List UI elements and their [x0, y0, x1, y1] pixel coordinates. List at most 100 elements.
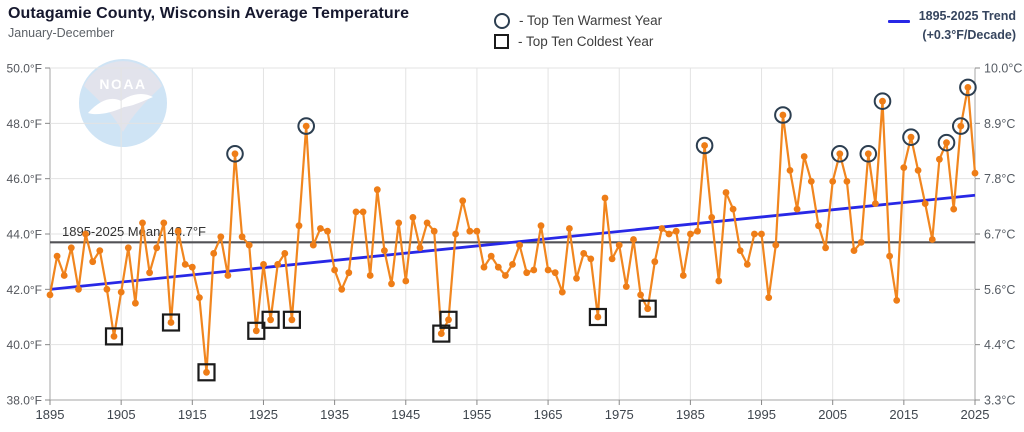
data-point[interactable] — [608, 255, 616, 263]
data-point[interactable] — [715, 277, 723, 285]
data-point[interactable] — [594, 313, 602, 321]
data-point[interactable] — [850, 247, 858, 255]
data-point[interactable] — [936, 155, 943, 163]
data-point[interactable] — [459, 197, 467, 205]
data-point[interactable] — [530, 266, 538, 274]
data-point[interactable] — [694, 227, 701, 235]
data-point[interactable] — [245, 241, 253, 249]
data-point[interactable] — [281, 250, 289, 257]
data-point[interactable] — [238, 233, 246, 241]
data-point[interactable] — [288, 316, 296, 324]
data-point[interactable] — [687, 230, 694, 238]
data-point[interactable] — [864, 150, 872, 158]
data-point[interactable] — [558, 288, 566, 296]
data-point[interactable] — [203, 368, 210, 376]
data-point[interactable] — [551, 269, 559, 277]
data-point[interactable] — [302, 122, 310, 130]
data-point[interactable] — [900, 164, 908, 172]
data-point[interactable] — [779, 111, 787, 119]
data-point[interactable] — [957, 122, 965, 130]
data-point[interactable] — [807, 178, 815, 185]
data-point[interactable] — [494, 263, 502, 271]
data-point[interactable] — [132, 299, 139, 307]
data-point[interactable] — [736, 247, 744, 255]
data-point[interactable] — [914, 167, 922, 174]
data-point[interactable] — [772, 241, 780, 249]
data-point[interactable] — [751, 230, 758, 238]
data-point[interactable] — [928, 236, 936, 243]
data-point[interactable] — [89, 258, 97, 266]
data-point[interactable] — [395, 219, 403, 227]
data-point[interactable] — [566, 225, 573, 232]
data-point[interactable] — [274, 261, 282, 268]
data-point[interactable] — [644, 305, 652, 313]
data-point[interactable] — [96, 247, 104, 255]
data-point[interactable] — [160, 219, 168, 227]
data-point[interactable] — [267, 316, 274, 324]
data-point[interactable] — [60, 272, 68, 279]
data-point[interactable] — [445, 316, 452, 324]
data-point[interactable] — [537, 222, 545, 230]
data-point[interactable] — [381, 247, 388, 255]
data-point[interactable] — [324, 227, 331, 235]
data-point[interactable] — [758, 230, 765, 238]
data-point[interactable] — [722, 189, 730, 196]
data-point[interactable] — [252, 327, 260, 335]
data-point[interactable] — [452, 230, 459, 238]
data-point[interactable] — [523, 269, 531, 277]
data-point[interactable] — [637, 291, 644, 299]
data-point[interactable] — [217, 233, 225, 241]
data-point[interactable] — [466, 227, 474, 235]
data-point[interactable] — [331, 266, 338, 274]
data-point[interactable] — [388, 280, 395, 288]
data-point[interactable] — [544, 266, 552, 274]
data-point[interactable] — [124, 244, 132, 252]
data-point[interactable] — [295, 222, 303, 230]
data-point[interactable] — [630, 236, 637, 243]
data-point[interactable] — [317, 225, 324, 232]
data-point[interactable] — [786, 167, 794, 174]
data-point[interactable] — [46, 291, 54, 299]
data-point[interactable] — [729, 205, 737, 213]
data-point[interactable] — [366, 272, 374, 279]
data-point[interactable] — [587, 255, 595, 263]
data-point[interactable] — [701, 142, 708, 149]
data-point[interactable] — [139, 219, 146, 227]
data-point[interactable] — [53, 252, 61, 260]
data-point[interactable] — [765, 294, 773, 301]
data-point[interactable] — [260, 261, 267, 268]
data-point[interactable] — [800, 153, 808, 160]
data-point[interactable] — [338, 285, 346, 293]
data-point[interactable] — [153, 244, 161, 252]
data-point[interactable] — [373, 186, 381, 194]
data-point[interactable] — [843, 178, 851, 185]
data-point[interactable] — [110, 333, 118, 340]
data-point[interactable] — [580, 250, 588, 257]
data-point[interactable] — [658, 225, 666, 232]
data-point[interactable] — [743, 261, 751, 268]
data-point[interactable] — [174, 227, 182, 235]
data-point[interactable] — [473, 227, 481, 235]
data-point[interactable] — [352, 208, 360, 216]
data-point[interactable] — [573, 274, 580, 282]
data-point[interactable] — [857, 238, 865, 246]
data-point[interactable] — [409, 214, 417, 221]
data-point[interactable] — [815, 222, 822, 230]
data-point[interactable] — [651, 258, 659, 266]
data-point[interactable] — [509, 261, 516, 268]
data-point[interactable] — [879, 97, 886, 105]
data-point[interactable] — [423, 219, 431, 227]
data-point[interactable] — [416, 244, 424, 252]
data-point[interactable] — [430, 227, 438, 235]
data-point[interactable] — [943, 139, 950, 147]
data-point[interactable] — [103, 285, 111, 293]
data-point[interactable] — [402, 277, 410, 285]
data-point[interactable] — [679, 272, 687, 279]
data-point[interactable] — [82, 230, 89, 238]
data-point[interactable] — [487, 252, 495, 260]
data-point[interactable] — [822, 244, 829, 252]
data-point[interactable] — [167, 319, 175, 326]
data-point[interactable] — [665, 230, 673, 238]
data-point[interactable] — [872, 200, 879, 208]
data-point[interactable] — [708, 214, 716, 221]
